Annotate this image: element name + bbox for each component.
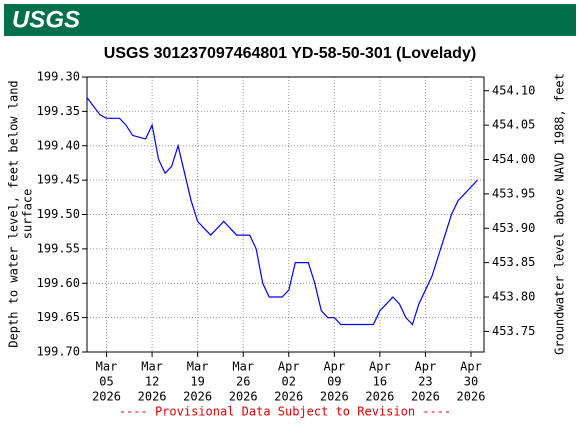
x-tick-label: 02: [282, 375, 296, 389]
footnote: ---- Provisional Data Subject to Revisio…: [119, 405, 451, 419]
y2-tick-label: 453.90: [492, 221, 535, 235]
y2-axis-label: Groundwater level above NAVD 1988, feet: [553, 73, 567, 355]
x-tick-label: Apr: [323, 360, 345, 374]
x-tick-label: 16: [373, 375, 387, 389]
plot-frame: [86, 76, 485, 353]
x-tick-label: 2026: [457, 390, 486, 404]
chart-title: USGS 301237097464801 YD-58-50-301 (Lovel…: [104, 45, 476, 62]
x-tick-label: 2026: [411, 390, 440, 404]
data-line: [86, 97, 478, 326]
logo: USGS: [12, 6, 80, 33]
x-tick-label: 05: [99, 375, 113, 389]
y2-tick-label: 454.05: [492, 118, 535, 132]
x-tick-label: Mar: [232, 360, 254, 374]
x-tick-label: 26: [236, 375, 250, 389]
header-bar: [4, 4, 576, 36]
x-tick-label: 2026: [138, 390, 167, 404]
y2-tick-label: 453.95: [492, 186, 535, 200]
y2-tick-label: 453.80: [492, 290, 535, 304]
x-tick-label: 2026: [92, 390, 121, 404]
x-tick-label: 2026: [183, 390, 212, 404]
y-tick-label: 199.65: [37, 310, 80, 324]
y-tick-label: 199.45: [37, 173, 80, 187]
x-tick-label: 2026: [274, 390, 303, 404]
x-tick-label: 2026: [320, 390, 349, 404]
y2-tick-label: 453.85: [492, 255, 535, 269]
y-axis-label: Depth to water level, feet below land: [7, 80, 21, 347]
y2-tick-label: 454.10: [492, 83, 535, 97]
y2-tick-label: 453.75: [492, 324, 535, 338]
y-tick-label: 199.40: [37, 138, 80, 152]
x-tick-label: Apr: [278, 360, 300, 374]
x-tick-label: Mar: [96, 360, 118, 374]
y-tick-label: 199.30: [37, 70, 80, 84]
y-axis-label: surface: [21, 189, 35, 240]
x-tick-label: 09: [327, 375, 341, 389]
y-tick-label: 199.60: [37, 276, 80, 290]
x-tick-label: Mar: [187, 360, 209, 374]
x-tick-label: 23: [418, 375, 432, 389]
y-tick-label: 199.50: [37, 207, 80, 221]
x-tick-label: Apr: [460, 360, 482, 374]
x-tick-label: 19: [190, 375, 204, 389]
x-tick-label: Mar: [141, 360, 163, 374]
y-tick-label: 199.35: [37, 104, 80, 118]
y-tick-label: 199.70: [37, 345, 80, 359]
x-tick-label: Apr: [415, 360, 437, 374]
x-tick-label: 2026: [365, 390, 394, 404]
x-tick-label: Apr: [369, 360, 391, 374]
x-tick-label: 30: [464, 375, 478, 389]
y-tick-label: 199.55: [37, 241, 80, 255]
x-tick-label: 12: [145, 375, 159, 389]
y2-tick-label: 454.00: [492, 152, 535, 166]
x-tick-label: 2026: [229, 390, 258, 404]
